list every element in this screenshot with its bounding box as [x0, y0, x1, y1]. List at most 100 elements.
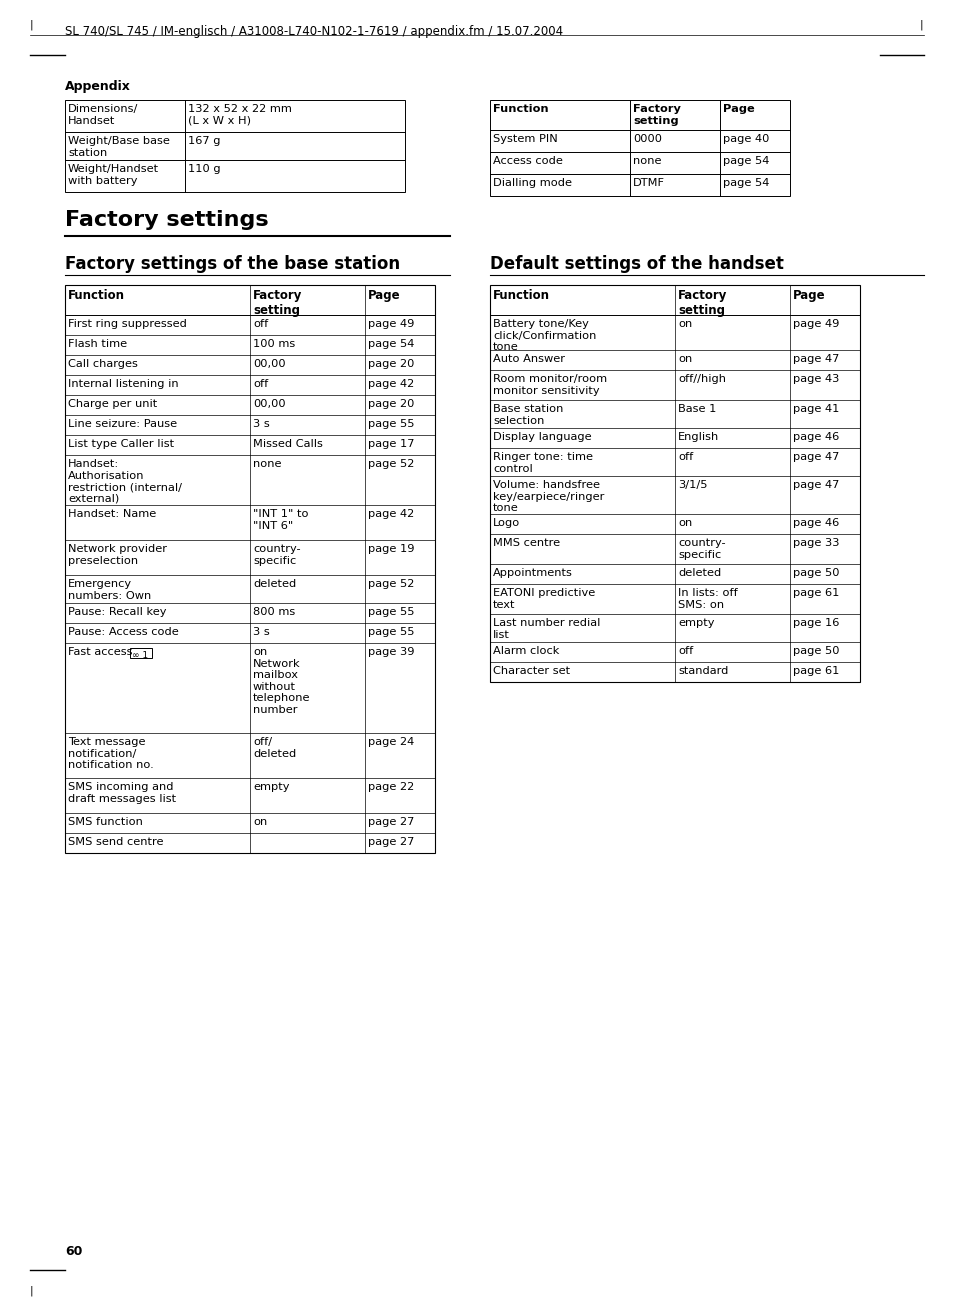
- Text: page 49: page 49: [792, 319, 839, 329]
- Text: page 61: page 61: [792, 667, 839, 676]
- Text: page 40: page 40: [722, 135, 768, 144]
- Text: Display language: Display language: [493, 433, 591, 442]
- Text: Factory settings: Factory settings: [65, 210, 269, 230]
- Text: page 22: page 22: [368, 782, 414, 792]
- Text: page 19: page 19: [368, 544, 414, 554]
- Bar: [490, 101, 789, 196]
- Text: page 55: page 55: [368, 420, 414, 429]
- Text: Factory settings of the base station: Factory settings of the base station: [65, 255, 399, 273]
- Text: 167 g: 167 g: [188, 136, 220, 146]
- Text: Default settings of the handset: Default settings of the handset: [490, 255, 783, 273]
- Text: "INT 1" to
"INT 6": "INT 1" to "INT 6": [253, 508, 308, 531]
- Text: Internal listening in: Internal listening in: [68, 379, 178, 389]
- Text: 132 x 52 x 22 mm
(L x W x H): 132 x 52 x 22 mm (L x W x H): [188, 105, 292, 125]
- Bar: [490, 285, 859, 682]
- Text: Factory
setting: Factory setting: [678, 289, 726, 318]
- Text: Factory
setting: Factory setting: [633, 105, 680, 125]
- Text: page 27: page 27: [368, 817, 414, 827]
- Text: page 33: page 33: [792, 538, 839, 548]
- Text: page 41: page 41: [792, 404, 839, 414]
- Text: page 42: page 42: [368, 508, 414, 519]
- Text: on: on: [678, 518, 692, 528]
- Text: 3 s: 3 s: [253, 420, 270, 429]
- Text: 3 s: 3 s: [253, 627, 270, 637]
- Text: SMS function: SMS function: [68, 817, 143, 827]
- Text: |: |: [30, 1285, 33, 1295]
- Text: Function: Function: [493, 289, 550, 302]
- Text: 60: 60: [65, 1246, 82, 1259]
- Text: empty: empty: [678, 618, 714, 627]
- Text: 00,00: 00,00: [253, 359, 285, 369]
- Text: deleted: deleted: [678, 569, 720, 578]
- Text: SMS send centre: SMS send centre: [68, 836, 163, 847]
- Text: page 61: page 61: [792, 588, 839, 599]
- Text: Line seizure: Pause: Line seizure: Pause: [68, 420, 177, 429]
- Text: Handset: Name: Handset: Name: [68, 508, 156, 519]
- Text: page 47: page 47: [792, 480, 839, 490]
- Text: page 24: page 24: [368, 737, 414, 748]
- Text: page 46: page 46: [792, 433, 839, 442]
- Text: page 52: page 52: [368, 459, 414, 469]
- Text: Ringer tone: time
control: Ringer tone: time control: [493, 452, 593, 473]
- Text: off: off: [678, 646, 693, 656]
- Text: Pause: Recall key: Pause: Recall key: [68, 606, 167, 617]
- Text: System PIN: System PIN: [493, 135, 558, 144]
- Text: page 27: page 27: [368, 836, 414, 847]
- Text: 100 ms: 100 ms: [253, 339, 294, 349]
- Text: Base station
selection: Base station selection: [493, 404, 563, 426]
- Text: Page: Page: [368, 289, 400, 302]
- Text: page 55: page 55: [368, 606, 414, 617]
- Text: Volume: handsfree
key/earpiece/ringer
tone: Volume: handsfree key/earpiece/ringer to…: [493, 480, 604, 514]
- Text: off: off: [253, 319, 268, 329]
- Text: Auto Answer: Auto Answer: [493, 354, 564, 365]
- Text: Appendix: Appendix: [65, 80, 131, 93]
- Text: page 54: page 54: [722, 178, 768, 188]
- Bar: [130, 648, 152, 657]
- Text: page 46: page 46: [792, 518, 839, 528]
- Text: First ring suppressed: First ring suppressed: [68, 319, 187, 329]
- Text: page 42: page 42: [368, 379, 414, 389]
- Text: off/
deleted: off/ deleted: [253, 737, 296, 758]
- Text: ∞ 1: ∞ 1: [132, 651, 148, 660]
- Text: page 47: page 47: [792, 452, 839, 461]
- Text: on: on: [678, 319, 692, 329]
- Text: English: English: [678, 433, 719, 442]
- Text: EATONI predictive
text: EATONI predictive text: [493, 588, 595, 609]
- Text: Charge per unit: Charge per unit: [68, 399, 157, 409]
- Text: Flash time: Flash time: [68, 339, 127, 349]
- Text: Text message
notification/
notification no.: Text message notification/ notification …: [68, 737, 153, 770]
- Text: page 50: page 50: [792, 569, 839, 578]
- Text: off: off: [253, 379, 268, 389]
- Text: Emergency
numbers: Own: Emergency numbers: Own: [68, 579, 152, 601]
- Text: DTMF: DTMF: [633, 178, 664, 188]
- Text: Pause: Access code: Pause: Access code: [68, 627, 178, 637]
- Text: Base 1: Base 1: [678, 404, 716, 414]
- Text: page 47: page 47: [792, 354, 839, 365]
- Text: Alarm clock: Alarm clock: [493, 646, 558, 656]
- Text: page 20: page 20: [368, 399, 414, 409]
- Text: Logo: Logo: [493, 518, 519, 528]
- Text: on
Network
mailbox
without
telephone
number: on Network mailbox without telephone num…: [253, 647, 310, 715]
- Text: none: none: [253, 459, 281, 469]
- Text: page 55: page 55: [368, 627, 414, 637]
- Text: Missed Calls: Missed Calls: [253, 439, 322, 450]
- Bar: [65, 285, 435, 853]
- Text: Handset:
Authorisation
restriction (internal/
external): Handset: Authorisation restriction (inte…: [68, 459, 182, 503]
- Text: Function: Function: [68, 289, 125, 302]
- Text: page 54: page 54: [368, 339, 414, 349]
- Text: page 49: page 49: [368, 319, 414, 329]
- Text: Weight/Base base
station: Weight/Base base station: [68, 136, 170, 158]
- Text: page 17: page 17: [368, 439, 414, 450]
- Text: page 52: page 52: [368, 579, 414, 589]
- Text: 3/1/5: 3/1/5: [678, 480, 707, 490]
- Text: Battery tone/Key
click/Confirmation
tone: Battery tone/Key click/Confirmation tone: [493, 319, 596, 352]
- Text: country-
specific: country- specific: [678, 538, 725, 559]
- Text: country-
specific: country- specific: [253, 544, 300, 566]
- Text: SL 740/SL 745 / IM-englisch / A31008-L740-N102-1-7619 / appendix.fm / 15.07.2004: SL 740/SL 745 / IM-englisch / A31008-L74…: [65, 25, 562, 38]
- Text: page 54: page 54: [722, 156, 768, 166]
- Text: 800 ms: 800 ms: [253, 606, 294, 617]
- Text: Call charges: Call charges: [68, 359, 138, 369]
- Text: page 20: page 20: [368, 359, 414, 369]
- Text: off: off: [678, 452, 693, 461]
- Text: 0000: 0000: [633, 135, 661, 144]
